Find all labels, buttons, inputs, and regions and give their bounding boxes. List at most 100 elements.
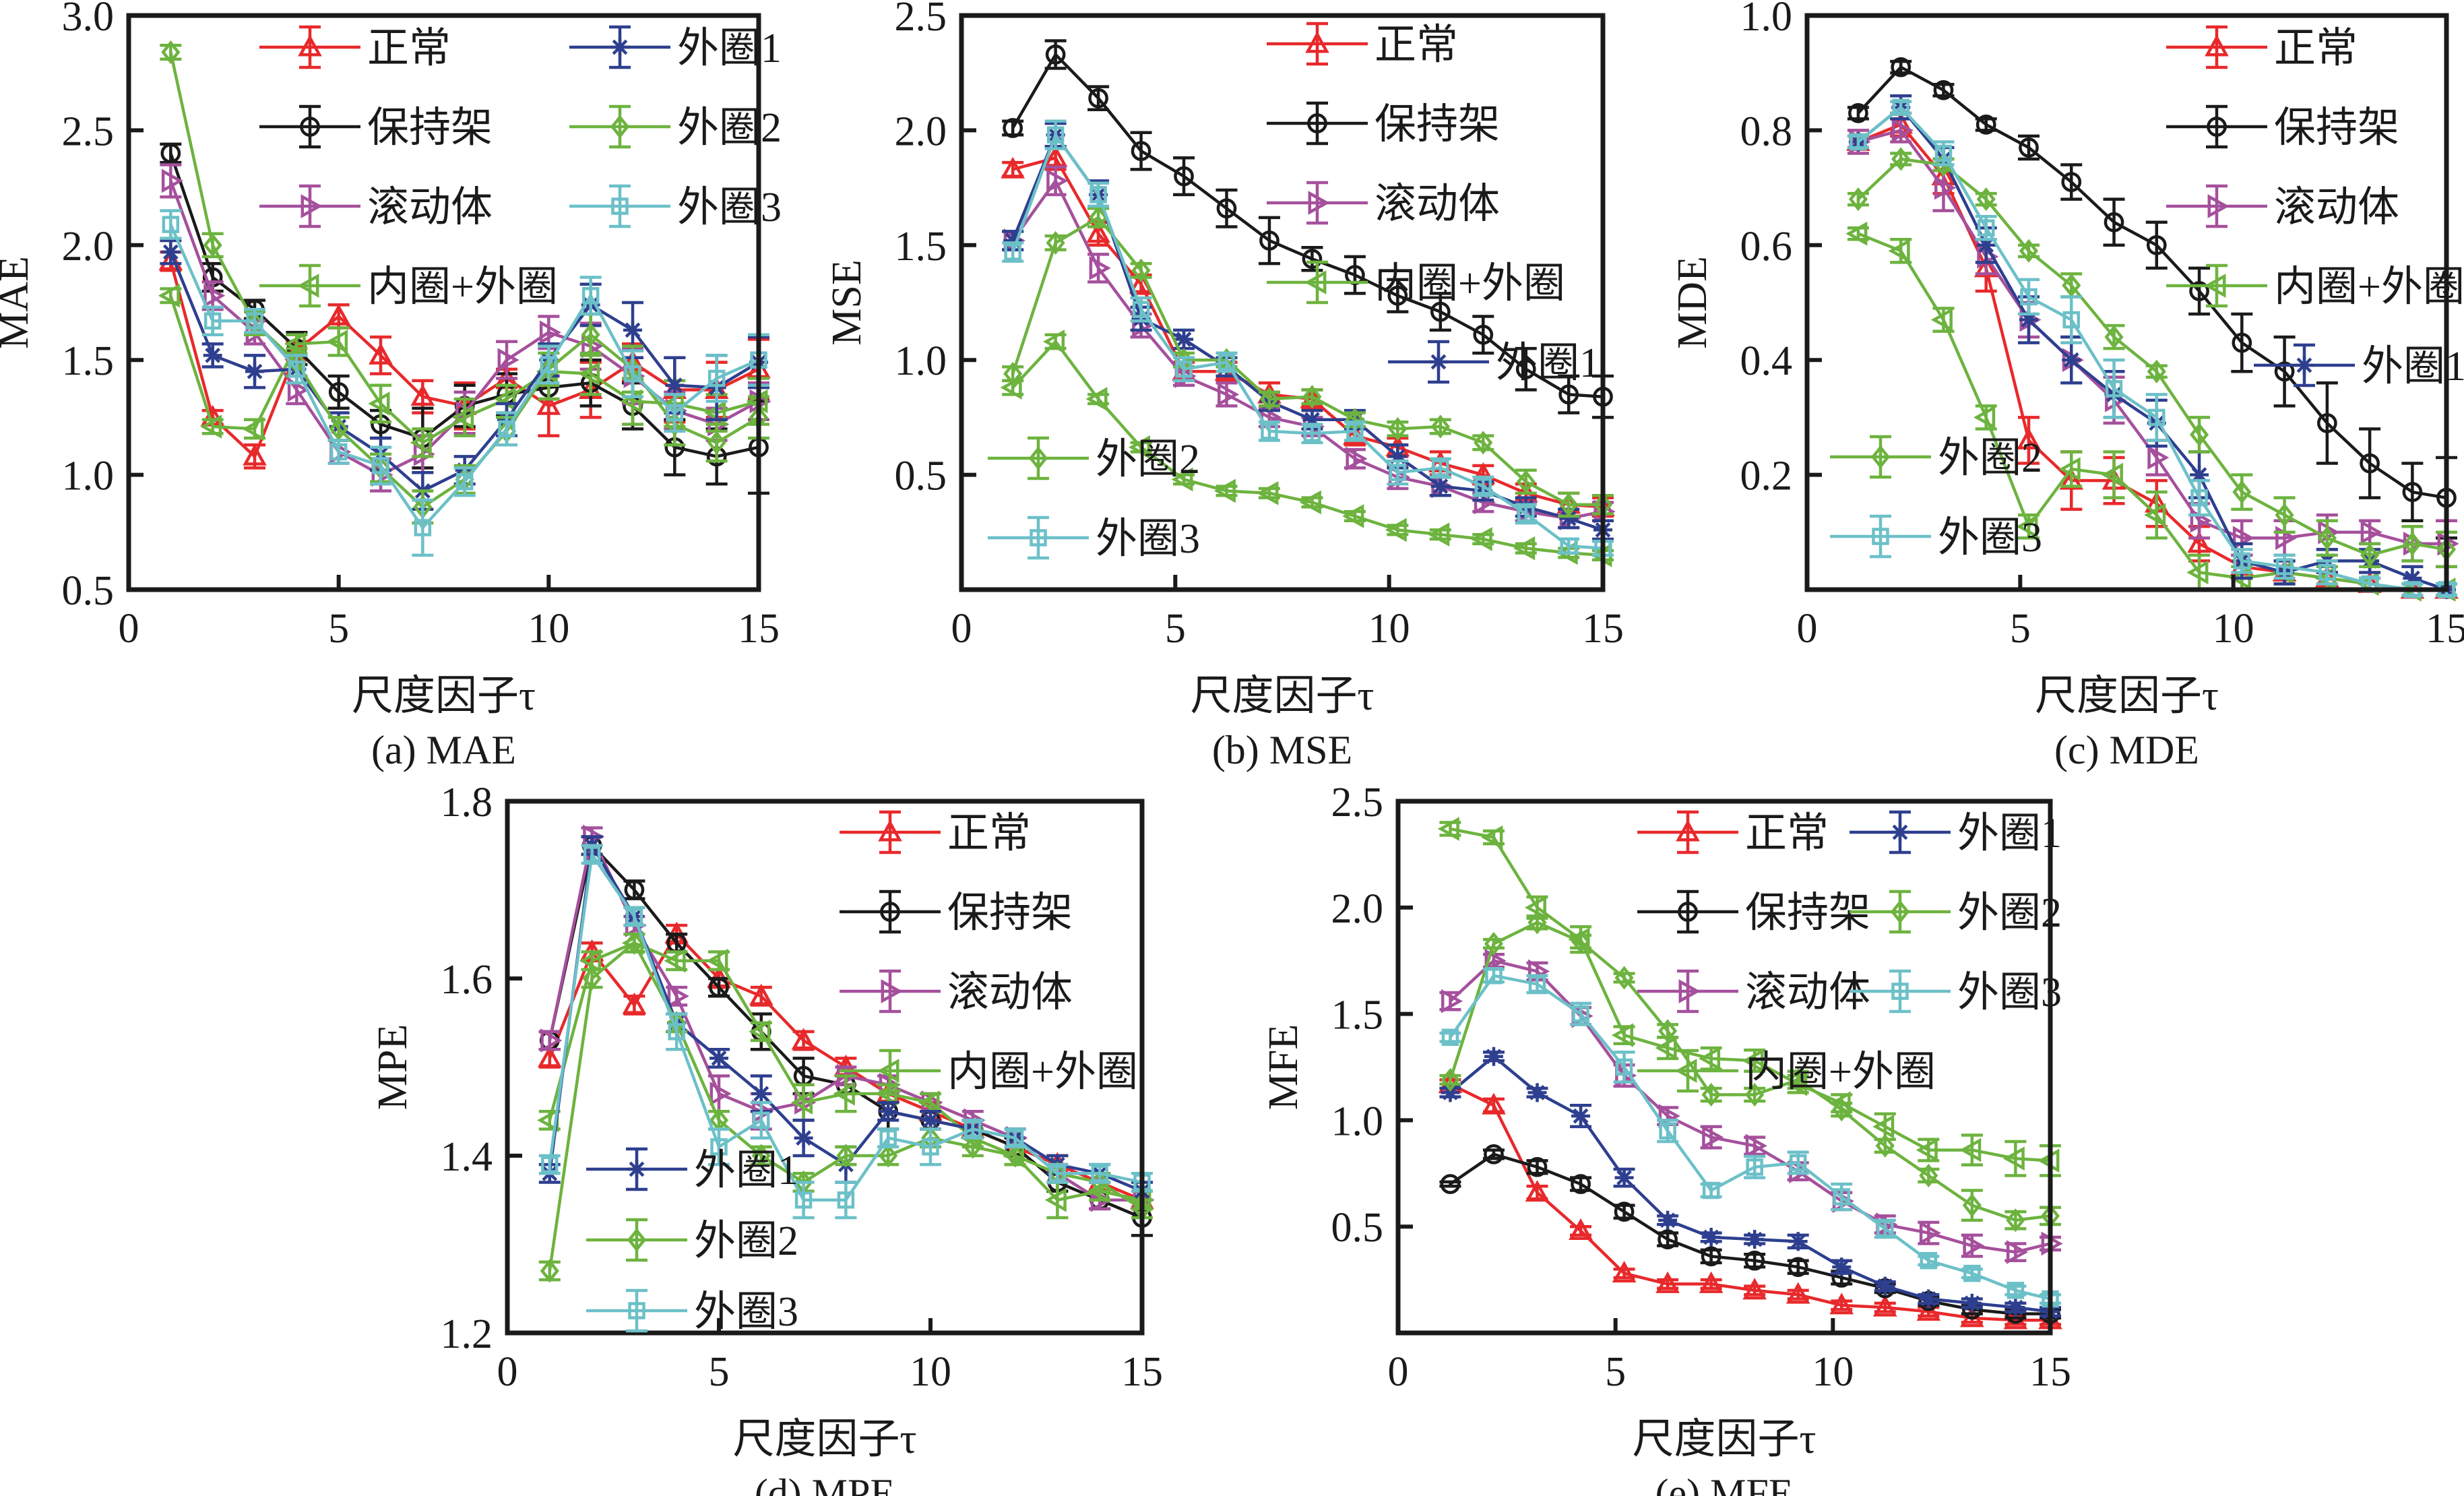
data-point xyxy=(2232,480,2252,504)
panel-caption: (d) MPE xyxy=(755,1471,895,1496)
data-point xyxy=(372,457,389,474)
data-point xyxy=(1876,1220,1894,1238)
data-point xyxy=(879,1144,898,1168)
y-tick-label: 2.0 xyxy=(62,224,115,270)
data-point xyxy=(1432,459,1449,477)
legend-label: 正常 xyxy=(1745,811,1829,856)
data-point xyxy=(1006,1129,1024,1147)
y-tick-label: 1.5 xyxy=(895,224,947,270)
x-tick-label: 15 xyxy=(2029,1349,2071,1395)
legend-label: 内圈+外圈 xyxy=(1375,261,1565,307)
data-point xyxy=(2360,543,2380,567)
data-point xyxy=(1920,1251,1938,1270)
error-bar xyxy=(1932,307,1955,333)
y-axis-title: MAE xyxy=(0,256,37,349)
data-point xyxy=(1131,258,1151,282)
legend-error-bar xyxy=(299,263,321,308)
data-point xyxy=(1833,1188,1850,1206)
data-point xyxy=(1973,255,1998,278)
legend-label: 外圈1 xyxy=(694,1148,798,1193)
legend-marker-icon xyxy=(1870,445,1891,469)
data-point xyxy=(2062,273,2081,298)
error-bar xyxy=(1482,937,1505,950)
legend-label: 外圈1 xyxy=(2362,344,2464,389)
data-point xyxy=(1891,57,1912,77)
data-point xyxy=(1891,147,1911,171)
error-bar xyxy=(327,326,350,357)
legend-item-normal: 正常 xyxy=(840,810,1031,856)
data-point xyxy=(1484,948,1507,973)
data-point xyxy=(1959,1137,1982,1162)
data-point xyxy=(200,414,222,439)
legend-item-roller: 滚动体 xyxy=(259,184,493,230)
legend-item-inner_outer: 内圈+外圈 xyxy=(2166,263,2464,310)
error-bar xyxy=(750,1100,772,1140)
error-bar xyxy=(2316,381,2338,465)
legend-label: 外圈3 xyxy=(1096,516,1200,562)
legend-error-bar xyxy=(879,969,901,1014)
series-cage xyxy=(1847,57,2457,540)
data-point xyxy=(790,1090,813,1115)
data-point xyxy=(1527,1083,1547,1102)
error-bar xyxy=(705,423,728,463)
data-point xyxy=(1474,477,1492,495)
legend-marker-icon xyxy=(1429,352,1448,371)
x-tick-label: 5 xyxy=(1165,606,1186,652)
legend-marker-icon xyxy=(1891,983,1909,1000)
data-point xyxy=(2148,408,2166,427)
error-bar xyxy=(1961,1133,1983,1166)
legend-item-roller: 滚动体 xyxy=(1637,969,1870,1016)
error-bar xyxy=(2060,295,2083,344)
data-point xyxy=(1088,88,1108,108)
data-point xyxy=(1001,156,1025,179)
legend-label: 内圈+外圈 xyxy=(2274,264,2464,310)
legend-label: 正常 xyxy=(367,26,451,71)
data-point xyxy=(2317,526,2337,550)
data-point xyxy=(1962,1293,1982,1313)
data-point xyxy=(1048,1164,1067,1183)
legend-error-bar xyxy=(1306,101,1328,146)
data-point xyxy=(2360,520,2382,544)
data-point xyxy=(1003,230,1023,250)
data-point xyxy=(2062,350,2081,370)
data-point xyxy=(329,416,348,441)
error-bar xyxy=(2103,358,2125,419)
data-point xyxy=(1515,359,1536,379)
data-point xyxy=(498,420,515,438)
legend-error-bar xyxy=(879,890,901,934)
data-point xyxy=(1482,1092,1506,1115)
legend-error-bar xyxy=(1677,969,1699,1014)
error-bar xyxy=(1429,418,1451,435)
data-point xyxy=(918,1090,940,1115)
plot-frame xyxy=(1804,13,2449,592)
legend-label: 外圈1 xyxy=(1957,811,2062,856)
legend-error-bar xyxy=(609,184,631,228)
x-tick-label: 5 xyxy=(2010,606,2031,652)
data-point xyxy=(1437,817,1459,841)
data-point xyxy=(1976,187,1996,212)
data-point xyxy=(1872,1295,1897,1317)
data-point xyxy=(246,312,263,330)
data-point xyxy=(326,303,351,325)
error-bar xyxy=(792,1181,815,1220)
data-point xyxy=(666,404,684,422)
data-point xyxy=(1473,324,1494,345)
data-point xyxy=(1655,1271,1680,1293)
legend-label: 保持架 xyxy=(2274,105,2399,151)
data-point xyxy=(1046,126,1065,144)
legend-label: 外圈2 xyxy=(1957,890,2062,936)
y-tick-label: 2.5 xyxy=(1331,780,1384,825)
error-bar xyxy=(453,397,476,437)
error-bar xyxy=(1044,165,1067,197)
legend-item-roller: 滚动体 xyxy=(840,969,1073,1016)
error-bar xyxy=(835,1074,857,1113)
data-point xyxy=(1789,1154,1807,1172)
legend-item-cage: 保持架 xyxy=(1637,890,1870,936)
legend-label: 外圈1 xyxy=(677,26,782,71)
data-point xyxy=(1388,416,1408,441)
data-point xyxy=(1832,1098,1852,1122)
error-bar xyxy=(160,209,182,240)
data-point xyxy=(2019,310,2038,330)
data-point xyxy=(1430,414,1450,439)
data-point xyxy=(578,361,600,386)
